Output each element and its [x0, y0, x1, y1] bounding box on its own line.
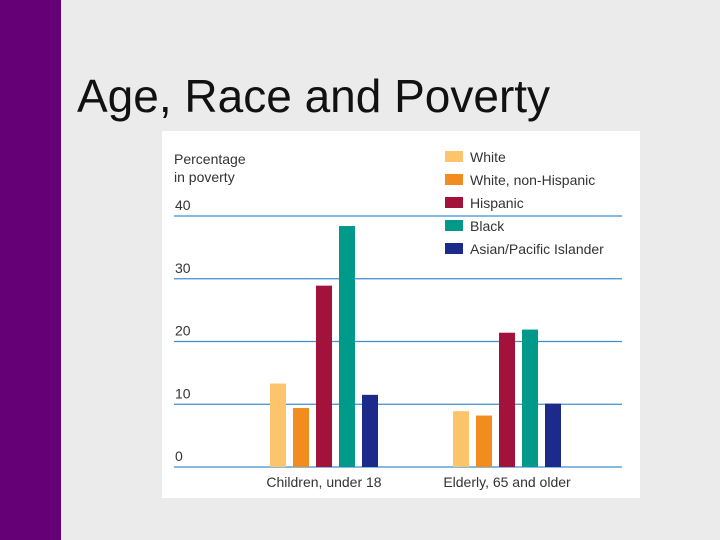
bar-1-2 [499, 332, 515, 467]
bar-0-1 [293, 408, 309, 467]
bar-1-3 [522, 329, 538, 467]
legend-swatch-2 [445, 197, 463, 208]
bars [270, 226, 561, 467]
bar-0-3 [339, 226, 355, 467]
bar-0-2 [316, 285, 332, 467]
y-tick-label-1: 10 [175, 385, 191, 401]
legend-label-0: White [470, 149, 506, 165]
y-tick-label-4: 40 [175, 197, 191, 213]
category-label-1: Elderly, 65 and older [443, 474, 571, 490]
legend-label-2: Hispanic [470, 195, 524, 211]
y-tick-label-3: 30 [175, 260, 191, 276]
slide-title: Age, Race and Poverty [77, 70, 551, 122]
y-tick-label-2: 20 [175, 323, 191, 339]
bar-1-0 [453, 411, 469, 467]
legend-label-3: Black [470, 218, 505, 234]
y-tick-label-0: 0 [175, 448, 183, 464]
legend-label-1: White, non-Hispanic [470, 172, 595, 188]
labels: Percentage in poverty 0 10 20 30 40 Children,… [174, 151, 571, 490]
legend-swatch-1 [445, 174, 463, 185]
legend: White White, non-Hispanic Hispanic Black Asi… [445, 149, 604, 257]
poverty-bar-chart: Percentage in poverty 0 10 20 30 40 Children,… [174, 149, 622, 490]
legend-swatch-3 [445, 220, 463, 231]
legend-label-4: Asian/Pacific Islander [470, 241, 604, 257]
y-axis-title-line-2: in poverty [174, 169, 235, 185]
category-label-0: Children, under 18 [266, 474, 381, 490]
bar-0-4 [362, 394, 378, 467]
left-accent-bar [0, 0, 61, 540]
legend-swatch-4 [445, 243, 463, 254]
bar-1-1 [476, 415, 492, 467]
bar-0-0 [270, 383, 286, 467]
chart-panel: Percentage in poverty 0 10 20 30 40 Children,… [162, 131, 640, 498]
legend-swatch-0 [445, 151, 463, 162]
bar-1-4 [545, 403, 561, 467]
y-axis-title-line-1: Percentage [174, 151, 246, 167]
